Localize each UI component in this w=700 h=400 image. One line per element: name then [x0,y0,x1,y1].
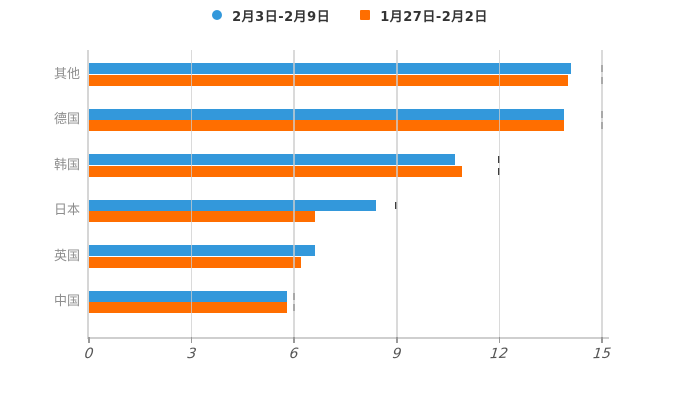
chart-legend: 2月3日-2月9日 1月27日-2月2日 [0,6,700,25]
x-tick-label: 12 [489,345,510,363]
legend-item-week2[interactable]: 2月3日-2月9日 [212,6,330,25]
category-label: 韩国 [53,157,80,173]
bar-德国-s0 [89,108,565,120]
gridline [601,50,603,337]
plot-area: 其他德国韩国日本英国中国 0 3 6 9 12 15 [54,50,612,362]
category-label: 中国 [53,294,80,309]
legend-label-week2: 2月3日-2月9日 [232,9,331,25]
bar-英国-s0 [89,245,315,257]
bar-日本-s1 [89,211,315,223]
x-tick-label: 6 [288,345,300,363]
category-label: 德国 [53,112,80,127]
x-axis-tick [293,337,295,343]
gridline [498,50,501,337]
x-axis-tick [88,337,90,343]
bar-英国-s1 [89,256,302,268]
legend-square-marker-icon [360,10,371,20]
bar-德国-s1 [89,120,565,132]
x-tick-label: 9 [391,345,403,363]
bar-韩国-s0 [89,154,455,166]
gridline [190,50,193,337]
x-axis-tick [498,337,501,343]
category-label: 日本 [53,203,80,218]
x-tick-label: 3 [186,345,197,363]
gridline [396,50,398,337]
category-label: 英国 [53,248,80,264]
bar-中国-s1 [89,302,288,314]
x-axis-tick [396,337,398,343]
legend-circle-marker-icon [212,10,223,20]
legend-item-week1[interactable]: 1月27日-2月2日 [360,6,488,25]
bar-中国-s0 [89,290,288,302]
bar-其他-s0 [89,63,572,75]
legend-label-week1: 1月27日-2月2日 [380,9,488,25]
gridline [293,50,295,337]
x-axis-tick [601,337,603,343]
bar-其他-s1 [89,74,568,86]
x-axis-tick [190,337,193,343]
bar-日本-s0 [89,199,377,211]
x-tick-label: 15 [592,345,612,363]
category-label: 其他 [53,66,80,82]
x-tick-label: 0 [83,345,95,363]
bar-韩国-s1 [89,165,462,177]
